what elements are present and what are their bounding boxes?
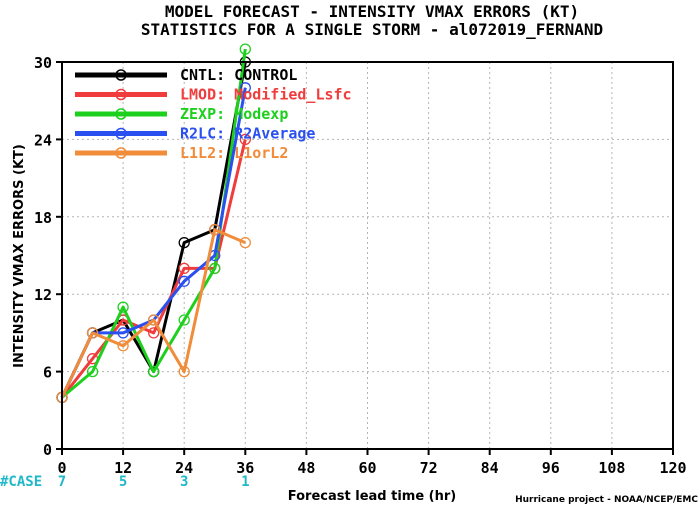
data-point: [117, 327, 129, 339]
data-point: [209, 224, 221, 236]
x-tick-label: 36: [236, 459, 254, 477]
case-count: 5: [119, 474, 127, 490]
grid-lines: [56, 61, 674, 455]
chart-subtitle: STATISTICS FOR A SINGLE STORM - al072019…: [141, 20, 603, 39]
data-point: [117, 301, 129, 313]
credit-text: Hurricane project - NOAA/NCEP/EMC: [515, 495, 698, 505]
data-point: [239, 82, 251, 94]
x-tick-label: 0: [57, 459, 66, 477]
series-line: [60, 228, 246, 399]
y-tick-label: 18: [34, 209, 52, 227]
legend-marker: [115, 127, 127, 140]
legend-marker: [115, 88, 127, 101]
y-tick-label: 24: [34, 131, 52, 149]
y-axis-label: INTENSITY VMAX ERRORS (KT): [12, 144, 27, 368]
series-line: [60, 139, 247, 399]
x-tick-label: 120: [659, 459, 686, 477]
y-tick-label: 30: [34, 54, 52, 72]
legend-marker: [115, 69, 127, 81]
data-point: [86, 327, 99, 339]
case-count: 7: [58, 474, 66, 490]
series-lines: [56, 43, 251, 404]
tick-labels: 0 12 24 36 48 60 72 84 96 108 120 0 6 12 18 24 30: [34, 54, 687, 477]
legend-label: CNTL: CONTROL: [180, 66, 297, 84]
x-tick-label: 84: [481, 459, 499, 477]
x-tick-label: 72: [420, 459, 438, 477]
x-tick-label: 96: [542, 459, 560, 477]
x-tick-label: 24: [175, 459, 193, 477]
data-point: [147, 365, 160, 378]
data-point: [239, 236, 251, 249]
data-point: [178, 314, 190, 326]
x-axis-label: Forecast lead time (hr): [288, 489, 456, 504]
series-line: [61, 48, 247, 399]
plot-frame: [61, 61, 674, 450]
legend-label: LMOD: Modified_Lsfc: [180, 86, 352, 104]
legend-marker: [115, 147, 127, 159]
case-counts: 7 5 3 1: [58, 474, 250, 490]
x-tick-label: 108: [598, 459, 625, 477]
data-point: [209, 262, 221, 275]
legend-label: L1L2: L1orL2: [180, 144, 288, 162]
x-tick-label: 12: [114, 459, 132, 477]
y-tick-label: 12: [34, 286, 52, 304]
y-tick-label: 0: [43, 441, 52, 459]
x-tick-label: 60: [358, 459, 376, 477]
data-point: [86, 365, 99, 378]
y-tick-label: 6: [43, 364, 52, 382]
data-point: [178, 262, 190, 275]
case-count: 3: [180, 474, 188, 490]
data-point: [147, 327, 160, 339]
data-point: [239, 43, 251, 55]
case-count: 1: [241, 474, 249, 490]
legend-marker: [115, 108, 127, 120]
data-point: [117, 340, 129, 352]
case-label: #CASE: [0, 474, 42, 490]
x-tick-label: 48: [297, 459, 315, 477]
data-point: [239, 133, 251, 146]
data-point: [178, 236, 190, 249]
data-point: [147, 314, 160, 326]
chart-title: MODEL FORECAST - INTENSITY VMAX ERRORS (…: [165, 2, 579, 21]
legend-label: ZEXP: Modexp: [180, 105, 288, 123]
legend-label: R2LC: R2Average: [180, 125, 315, 143]
data-point: [178, 365, 190, 378]
data-point: [178, 275, 190, 287]
